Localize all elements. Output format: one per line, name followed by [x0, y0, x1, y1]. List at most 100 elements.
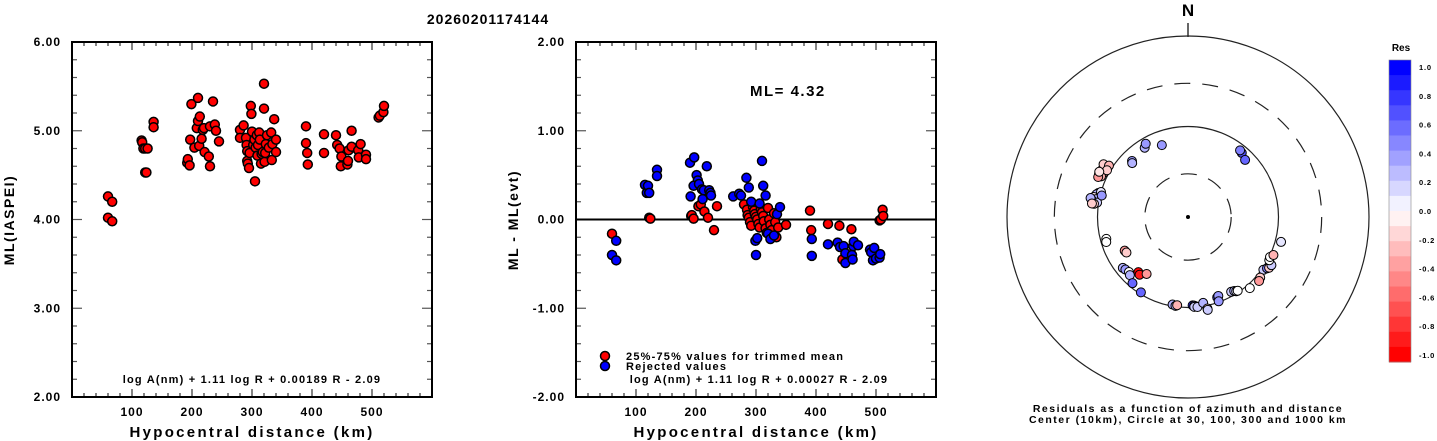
- ml-plot-data-point: [203, 151, 215, 162]
- colorbar-tick-label: 0.6: [1419, 121, 1432, 130]
- ml-plot-data-point: [270, 134, 282, 145]
- ml-plot-xtick-label: 300: [240, 405, 263, 419]
- residual-plot-ylabel: ML - ML(evt): [505, 170, 521, 270]
- ml-plot-data-point: [186, 98, 197, 110]
- station-residual-point: [1244, 283, 1255, 294]
- residual-plot-data-point: [610, 255, 622, 266]
- ml-plot-data-point: [184, 160, 195, 171]
- azimuth-residual-plot: N Residuals as a function of azimuth and…: [1006, 1, 1370, 426]
- ml-plot-data-point: [213, 136, 225, 147]
- colorbar-tick-label: 0.0: [1419, 207, 1432, 216]
- colorbar-cell: [1389, 60, 1411, 76]
- ml-plot-xtick-label: 200: [180, 405, 203, 419]
- residual-plot-data-point: [745, 196, 757, 207]
- ml-plot-data-point: [204, 161, 216, 172]
- residual-plot-data-point: [711, 200, 723, 212]
- ml-plot-xtick-label: 100: [120, 405, 143, 419]
- residual-plot-data-point: [805, 224, 817, 236]
- colorbar-cell: [1389, 150, 1411, 167]
- legend-marker-rejected: [599, 360, 611, 372]
- station-residual-point: [1094, 166, 1105, 177]
- residual-station-points: [1085, 138, 1287, 315]
- station-residual-point: [1096, 190, 1107, 201]
- ml-vs-distance-plot: 100 200 300 400 500 2.00 3.00 4.00 5.00 6.00 log …: [1, 35, 433, 441]
- station-residual-point: [1127, 278, 1138, 289]
- ml-plot-data-point: [258, 103, 270, 114]
- colorbar-tick-label: 1.0: [1419, 63, 1432, 72]
- station-residual-point: [1127, 158, 1138, 169]
- colorbar-tick-label: -1.0: [1419, 351, 1435, 360]
- colorbar-cell: [1389, 120, 1411, 136]
- distance-rings: [1006, 35, 1370, 399]
- ml-plot-data-point: [300, 121, 312, 132]
- residual-plot-data-point: [822, 239, 834, 250]
- residual-plot-data-point: [834, 220, 845, 231]
- residual-plot-data-point: [750, 249, 762, 261]
- colorbar-cell: [1389, 286, 1411, 303]
- epicenter-dot: [1186, 215, 1190, 219]
- ml-plot-data-point: [243, 162, 255, 174]
- residual-plot-xlabel: Hypocentral distance (km): [633, 424, 878, 441]
- residual-plot-data-point: [643, 187, 655, 199]
- ml-plot-ytick-label: 5.00: [34, 124, 61, 138]
- residual-plot-data-point: [610, 235, 622, 247]
- residual-plot-ytick-label: -2.00: [533, 390, 565, 404]
- colorbar-tick-label: -0.8: [1419, 322, 1435, 331]
- colorbar-labels: 1.0 0.8 0.6 0.4 0.2 0.0 -0.2 -0.4 -0.6 -0.8 -1.0: [1419, 63, 1435, 360]
- residual-plot-frame: [575, 41, 937, 398]
- ml-plot-data-point: [265, 127, 277, 138]
- ml-value-annotation: ML= 4.32: [750, 83, 826, 100]
- ml-plot-ytick-label: 3.00: [34, 301, 61, 315]
- station-residual-point: [1232, 285, 1243, 296]
- ml-plot-data-point: [270, 146, 282, 158]
- station-residual-point: [1086, 198, 1097, 209]
- colorbar-cell: [1389, 211, 1411, 227]
- colorbar-tick-label: 0.2: [1419, 178, 1432, 187]
- station-residual-point: [1235, 145, 1246, 156]
- figure-title: 20260201174144: [427, 11, 549, 27]
- ring-30km: [1144, 173, 1232, 261]
- ml-plot-data-point: [141, 167, 152, 178]
- ml-plot-data-point: [300, 137, 312, 149]
- ml-plot-data-point: [302, 159, 314, 170]
- residual-plot-data-point: [743, 182, 755, 193]
- residual-plot-formula: log A(nm) + 1.11 log R + 0.00027 R - 2.0…: [630, 374, 889, 386]
- residual-plot-data-point: [806, 250, 818, 262]
- ml-plot-data-point: [318, 147, 330, 159]
- ml-plot-data-point: [378, 100, 390, 112]
- residual-plot-data-point: [741, 172, 752, 184]
- ml-plot-xtick-label: 400: [300, 405, 323, 419]
- colorbar-cell: [1389, 346, 1411, 363]
- residual-plot-data-point: [756, 155, 768, 167]
- colorbar-cell: [1389, 135, 1411, 152]
- ml-plot-data-point: [142, 143, 153, 154]
- station-residual-point: [1156, 140, 1167, 151]
- station-residual-point: [1240, 154, 1251, 165]
- residual-plot-data-point: [735, 190, 747, 201]
- ml-plot-ytick-label: 4.00: [34, 213, 61, 227]
- residual-plot-data-point: [701, 161, 713, 172]
- ml-plot-data-point: [184, 134, 196, 145]
- ring-100km: [1096, 125, 1280, 309]
- residual-plot-ticks: 100 200 300 400 500 -2.00 -1.00 0.00 1.00 2.00: [533, 35, 936, 419]
- ml-plot-data-point: [106, 196, 118, 207]
- ml-plot-data-point: [301, 147, 313, 159]
- station-residual-point: [1141, 268, 1152, 279]
- residual-plot-data-point: [757, 180, 769, 192]
- colorbar-cell: [1389, 271, 1411, 287]
- residual-colorbar: Res 1.0 0.8 0.6 0.4 0.2 0.0 -0.2 -0.4 -0.6 -0.8 -1…: [1388, 43, 1435, 363]
- residual-plot-data-point: [852, 239, 864, 251]
- ml-plot-formula: log A(nm) + 1.11 log R + 0.00189 R - 2.0…: [123, 374, 382, 386]
- colorbar-tick-label: -0.6: [1419, 293, 1435, 302]
- ml-plot-data-point: [360, 153, 372, 165]
- residual-plot-data-point: [688, 213, 699, 224]
- residual-plot-data-point: [688, 152, 700, 163]
- station-residual-point: [1202, 304, 1213, 315]
- residual-plot-data-point: [822, 218, 834, 230]
- colorbar-cell: [1389, 90, 1411, 106]
- ml-plot-points: [102, 78, 390, 227]
- residual-plot-ytick-label: 1.00: [538, 124, 565, 138]
- residual-plot-data-point: [877, 210, 889, 222]
- residual-plot-ytick-label: -1.00: [533, 301, 565, 315]
